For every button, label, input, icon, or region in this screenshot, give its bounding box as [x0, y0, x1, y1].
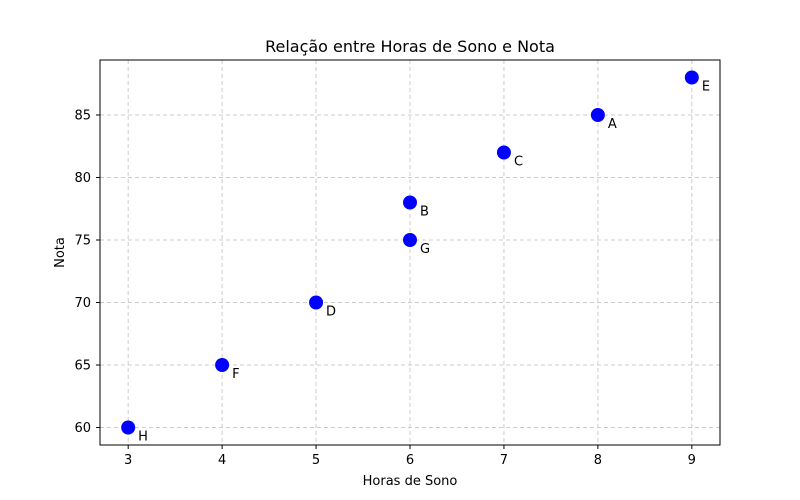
- point-label-a: A: [608, 117, 617, 132]
- data-point-f: [215, 358, 230, 372]
- x-tick-label: 3: [124, 453, 132, 468]
- points-layer: A B C D E F G H: [121, 70, 710, 445]
- x-tick-label: 5: [312, 453, 320, 468]
- grid-layer: [100, 60, 720, 445]
- x-tick-label: 6: [406, 453, 414, 468]
- x-tick-label: 9: [688, 453, 696, 468]
- chart-title: Relação entre Horas de Sono e Nota: [265, 37, 555, 56]
- data-point-h: [121, 420, 136, 435]
- point-label-f: F: [232, 367, 239, 382]
- x-axis-label: Horas de Sono: [363, 474, 458, 489]
- point-label-e: E: [702, 80, 710, 95]
- y-tick-label: 70: [74, 296, 91, 311]
- y-tick-label: 75: [74, 234, 91, 249]
- y-axis-label: Nota: [53, 237, 68, 268]
- point-label-c: C: [514, 155, 523, 170]
- data-point-a: [590, 108, 605, 122]
- data-point-g: [403, 233, 417, 247]
- y-tick-label: 60: [74, 421, 91, 436]
- data-point-d: [309, 295, 324, 310]
- point-label-b: B: [420, 205, 429, 220]
- point-label-g: G: [420, 242, 430, 257]
- x-tick-label: 7: [500, 453, 508, 468]
- ticks-layer: 3 4 5 6 7 8 9 60 65 70 75 80 85: [74, 109, 696, 469]
- data-point-c: [496, 145, 511, 160]
- point-label-d: D: [326, 305, 336, 320]
- y-tick-label: 85: [74, 109, 91, 124]
- y-tick-label: 80: [74, 171, 91, 186]
- x-tick-label: 4: [218, 453, 226, 468]
- data-point-b: [403, 195, 417, 210]
- y-tick-label: 65: [74, 359, 91, 374]
- data-point-e: [684, 70, 699, 85]
- x-tick-label: 8: [594, 453, 602, 468]
- point-label-h: H: [138, 430, 148, 445]
